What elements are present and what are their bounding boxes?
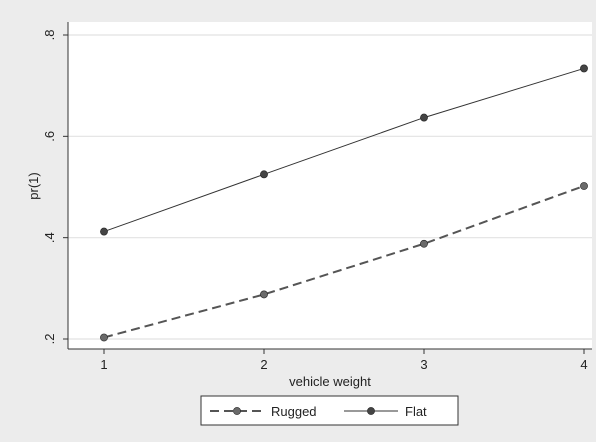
- y-tick-label: .8: [42, 30, 57, 41]
- y-tick-label: .6: [42, 131, 57, 142]
- legend-marker-0: [233, 407, 241, 415]
- series-point-0: [580, 182, 588, 190]
- y-tick-label: .2: [42, 334, 57, 345]
- series-point-0: [420, 239, 428, 248]
- series-point-0: [100, 333, 108, 342]
- series-line-1: [103, 67, 585, 233]
- ticks: .2 .4 .6 .8 1 2 3 4: [42, 30, 588, 372]
- legend-label-0: Rugged: [271, 404, 317, 419]
- plot-area: [68, 22, 592, 349]
- series-point-1: [580, 64, 588, 73]
- gridlines: [68, 34, 592, 340]
- x-axis-title: vehicle weight: [289, 374, 371, 389]
- series-layer: [100, 64, 588, 342]
- series-point-1: [420, 113, 428, 122]
- series-point-1: [100, 227, 108, 236]
- y-tick-label: .4: [42, 232, 57, 243]
- x-tick-label: 3: [420, 357, 427, 372]
- y-axis-title: pr(1): [26, 172, 41, 199]
- x-tick-label: 2: [260, 357, 267, 372]
- x-tick-label: 1: [100, 357, 107, 372]
- legend: Rugged Flat: [200, 395, 459, 426]
- legend-label-1: Flat: [405, 404, 427, 419]
- x-tick-label: 4: [580, 357, 587, 372]
- legend-marker-1: [367, 407, 375, 415]
- series-point-0: [260, 290, 268, 299]
- axes: [67, 22, 592, 350]
- series-point-1: [260, 170, 268, 179]
